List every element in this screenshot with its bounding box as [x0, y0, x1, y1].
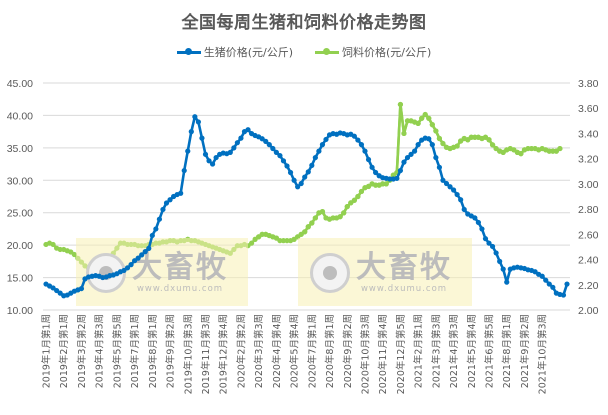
x-tick-label: 2021年8月第1周 [501, 314, 513, 388]
x-tick-label: 2021年6月第5周 [484, 314, 496, 388]
watermark-logo-icon [310, 253, 350, 293]
legend-label: 饲料价格(元/公斤) [342, 46, 432, 59]
x-tick-label: 2019年9月第2周 [165, 314, 177, 388]
data-point-marker [489, 142, 496, 148]
y-left-tick-label: 25.00 [7, 208, 33, 220]
chart-legend: 生猪价格(元/公斤) 饲料价格(元/公斤) [0, 44, 608, 60]
data-point-marker [337, 214, 343, 220]
x-tick-label: 2020年4月第4周 [271, 314, 283, 388]
data-point-marker [50, 241, 56, 248]
x-tick-label: 2020年8月第1周 [324, 314, 336, 388]
x-tick-label: 2021年9月第2周 [519, 314, 531, 388]
data-point-marker [426, 115, 432, 121]
x-tick-label: 2020年7月第1周 [306, 314, 318, 388]
x-axis: 2019年1月第1周 2019年2月第1周 2019年3月第2周 2019年4月第3周… [41, 309, 570, 394]
data-point-marker [312, 215, 318, 221]
y-left-tick-label: 35.00 [7, 143, 33, 155]
data-point-marker [401, 130, 407, 137]
data-point-marker [486, 137, 492, 143]
y-axis-left: 10.00 15.00 20.00 25.00 30.00 35.00 40.00 45.00 [7, 78, 33, 317]
legend-line-marker-icon [315, 48, 339, 55]
y-right-tick-label: 2.60 [578, 229, 599, 241]
y-left-tick-label: 10.00 [7, 305, 33, 317]
legend-line-marker-icon [176, 48, 201, 55]
watermark-left: 大畜牧 www.dxumu.com [76, 238, 248, 306]
data-point-marker [351, 197, 357, 203]
data-point-marker [429, 122, 435, 128]
y-left-tick-label: 30.00 [7, 175, 33, 187]
data-point-marker [415, 120, 421, 126]
data-point-marker [302, 229, 308, 235]
legend-label: 生猪价格(元/公斤) [203, 46, 293, 59]
y-left-tick-label: 45.00 [7, 78, 33, 90]
x-tick-label: 2019年12月第4周 [218, 314, 230, 394]
data-point-marker [397, 101, 404, 108]
x-tick-label: 2019年4月第3周 [94, 314, 106, 388]
x-tick-label: 2020年12月第5周 [395, 314, 407, 394]
data-point-marker [419, 115, 425, 121]
data-point-marker [305, 224, 311, 230]
x-tick-label: 2020年9月第2周 [342, 314, 354, 388]
x-tick-label: 2020年5月第4周 [289, 314, 301, 388]
x-tick-label: 2019年2月第1周 [58, 314, 70, 388]
watermark-name: 大畜牧 [356, 250, 452, 285]
y-left-tick-label: 15.00 [7, 273, 33, 285]
x-tick-label: 2021年3月第3周 [430, 314, 442, 388]
watermark-logo-icon [86, 253, 126, 293]
y-right-tick-label: 3.20 [578, 154, 599, 166]
x-tick-label: 2020年10月第3周 [359, 314, 371, 394]
data-point-marker [394, 169, 400, 176]
data-point-marker [422, 111, 428, 118]
data-point-marker [557, 145, 563, 152]
y-right-tick-label: 2.20 [578, 280, 599, 292]
y-right-tick-label: 3.80 [578, 78, 599, 90]
watermark-url: www.dxumu.com [136, 284, 224, 294]
data-point-marker [383, 181, 389, 187]
y-left-tick-label: 40.00 [7, 110, 33, 122]
x-tick-label: 2019年11月第3周 [200, 314, 212, 394]
x-tick-label: 2019年8月第1周 [147, 314, 159, 388]
y-right-tick-label: 2.00 [578, 305, 599, 317]
data-point-marker [341, 210, 347, 216]
watermark-name: 大畜牧 [132, 250, 228, 285]
y-right-tick-label: 3.40 [578, 128, 599, 140]
x-tick-label: 2021年2月第1周 [413, 314, 425, 388]
data-point-marker [355, 193, 361, 200]
y-right-tick-label: 3.60 [578, 103, 599, 115]
y-right-tick-label: 3.00 [578, 179, 599, 191]
watermark-url: www.dxumu.com [360, 284, 448, 294]
x-tick-label: 2020年3月第3周 [253, 314, 265, 388]
x-tick-label: 2019年3月第2周 [76, 314, 88, 388]
y-right-tick-label: 2.40 [578, 255, 599, 267]
x-tick-label: 2020年2月第2周 [235, 314, 247, 388]
data-point-marker [436, 135, 443, 142]
y-left-tick-label: 20.00 [7, 240, 33, 252]
legend-item-pig-price[interactable]: 生猪价格(元/公斤) [176, 44, 293, 60]
legend-item-feed-price[interactable]: 饲料价格(元/公斤) [315, 44, 431, 60]
data-point-marker [454, 143, 460, 149]
data-point-marker [358, 188, 365, 195]
x-tick-label: 2019年1月第1周 [41, 314, 53, 388]
x-tick-label: 2019年7月第1周 [129, 314, 141, 388]
chart-title: 全国每周生猪和饲料价格走势图 [181, 13, 427, 33]
data-point-marker [248, 240, 255, 246]
data-point-marker [387, 177, 393, 183]
x-tick-label: 2021年5月第4周 [466, 314, 478, 388]
x-tick-label: 2019年5月第5周 [111, 314, 123, 388]
x-tick-label: 2020年11月第4周 [377, 314, 389, 394]
watermark-right: 大畜牧 www.dxumu.com [298, 238, 472, 306]
y-axis-right: 2.00 2.20 2.40 2.60 2.80 3.00 3.20 3.40 3.60 3.80 [578, 78, 599, 317]
data-point-marker [309, 220, 315, 226]
data-point-marker [433, 128, 439, 134]
data-point-marker [344, 203, 350, 210]
data-point-marker [319, 209, 326, 215]
x-tick-label: 2021年4月第3周 [448, 314, 460, 388]
data-point-marker [440, 140, 446, 147]
data-point-marker [518, 151, 524, 157]
y-right-tick-label: 2.80 [578, 204, 599, 216]
x-tick-label: 2019年10月第3周 [182, 314, 194, 394]
x-tick-label: 2021年10月第3周 [537, 314, 549, 394]
